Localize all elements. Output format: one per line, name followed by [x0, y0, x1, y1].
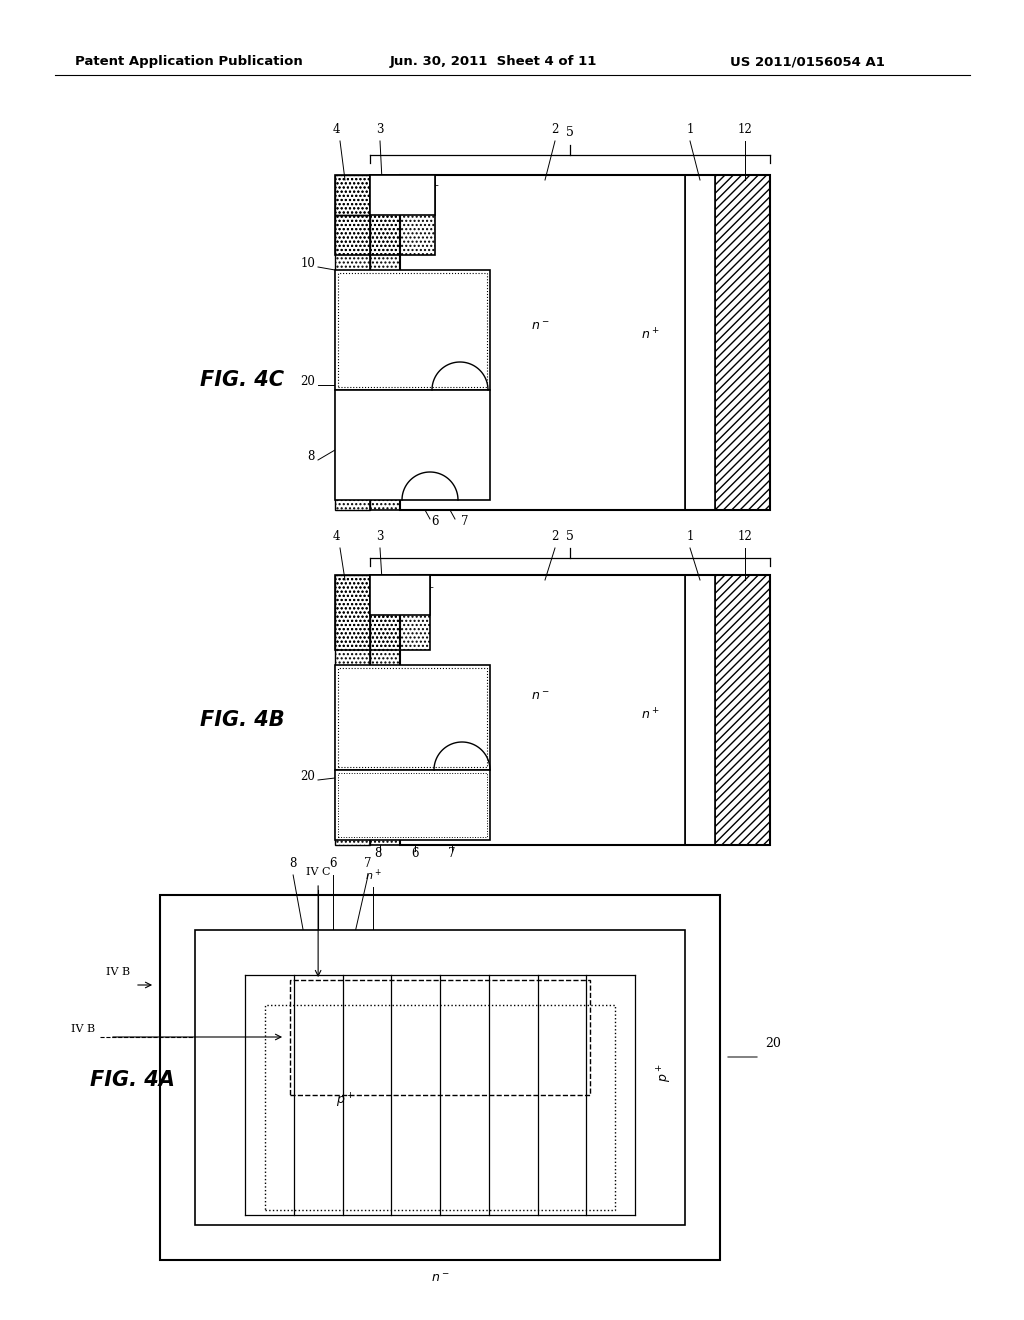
Bar	[400, 576, 685, 845]
Text: 7: 7	[461, 515, 469, 528]
Bar	[685, 176, 715, 510]
Text: $n^+$: $n^+$	[641, 708, 659, 723]
Text: IV B: IV B	[105, 968, 130, 977]
Text: $n^-$: $n^-$	[530, 690, 549, 704]
Text: 8: 8	[290, 857, 297, 870]
Bar	[370, 176, 400, 510]
Text: 5: 5	[566, 529, 573, 543]
Text: 20: 20	[300, 770, 315, 783]
Text: IV C: IV C	[306, 867, 331, 876]
Bar	[335, 665, 490, 770]
Bar	[335, 576, 370, 845]
Bar	[335, 389, 490, 500]
Text: $n^-$: $n^-$	[461, 748, 479, 762]
Text: $p^+$: $p^+$	[416, 583, 434, 602]
Bar	[338, 273, 487, 387]
Bar	[338, 668, 487, 767]
Bar	[400, 576, 770, 845]
Text: IV B: IV B	[71, 1024, 95, 1034]
Text: $n^-$: $n^-$	[431, 1271, 450, 1284]
Bar	[370, 176, 435, 215]
Bar	[715, 176, 770, 510]
Bar	[715, 576, 770, 845]
Bar	[335, 271, 490, 389]
Bar	[195, 931, 685, 1225]
Text: $n^+$: $n^+$	[641, 327, 659, 343]
Text: $p^+$: $p^+$	[336, 1092, 354, 1110]
Bar	[335, 770, 490, 840]
Text: $n^+$: $n^+$	[381, 607, 399, 623]
Text: Patent Application Publication: Patent Application Publication	[75, 55, 303, 69]
Bar	[370, 576, 430, 615]
Bar	[160, 895, 720, 1261]
Text: 20: 20	[300, 375, 315, 388]
Text: 3: 3	[376, 531, 384, 543]
Bar	[335, 176, 435, 255]
Bar	[685, 576, 715, 845]
Text: $p^+$: $p^+$	[655, 1064, 674, 1082]
Text: 7: 7	[365, 857, 372, 870]
Text: 1: 1	[686, 531, 693, 543]
Text: Jun. 30, 2011  Sheet 4 of 11: Jun. 30, 2011 Sheet 4 of 11	[390, 55, 597, 69]
Text: 2: 2	[551, 531, 559, 543]
Bar	[400, 176, 770, 510]
Text: FIG. 4A: FIG. 4A	[90, 1071, 175, 1090]
Text: $n^+$: $n^+$	[381, 203, 399, 218]
Bar	[338, 774, 487, 837]
Text: 4: 4	[332, 531, 340, 543]
Bar	[290, 979, 590, 1096]
Bar	[265, 1005, 615, 1210]
Text: 2: 2	[551, 123, 559, 136]
Text: 6: 6	[431, 515, 438, 528]
Text: $p^+$: $p^+$	[391, 317, 410, 335]
Text: $n^-$: $n^-$	[530, 319, 549, 333]
Bar	[370, 576, 400, 845]
Text: 6: 6	[412, 847, 419, 861]
Bar	[335, 176, 370, 215]
Text: 8: 8	[375, 847, 382, 861]
Text: 12: 12	[737, 531, 753, 543]
Text: FIG. 4B: FIG. 4B	[200, 710, 285, 730]
Text: $p^+$: $p^+$	[421, 182, 439, 201]
Bar	[400, 176, 685, 510]
Bar	[335, 215, 370, 510]
Text: $p^-$: $p^-$	[386, 710, 404, 725]
Text: 7: 7	[449, 847, 456, 861]
Text: 8: 8	[307, 450, 315, 463]
Text: FIG. 4C: FIG. 4C	[200, 370, 284, 389]
Text: $n^-$: $n^-$	[461, 360, 479, 374]
Text: 6: 6	[330, 857, 337, 870]
Bar	[335, 576, 430, 649]
Text: 5: 5	[566, 127, 573, 140]
Text: 1: 1	[686, 123, 693, 136]
Text: 4: 4	[332, 123, 340, 136]
Text: 3: 3	[376, 123, 384, 136]
Text: 12: 12	[737, 123, 753, 136]
Text: $n^+$: $n^+$	[365, 867, 382, 883]
Text: US 2011/0156054 A1: US 2011/0156054 A1	[730, 55, 885, 69]
Text: $p^+$: $p^+$	[391, 432, 410, 450]
Text: 20: 20	[765, 1038, 781, 1049]
Text: 10: 10	[300, 257, 315, 271]
